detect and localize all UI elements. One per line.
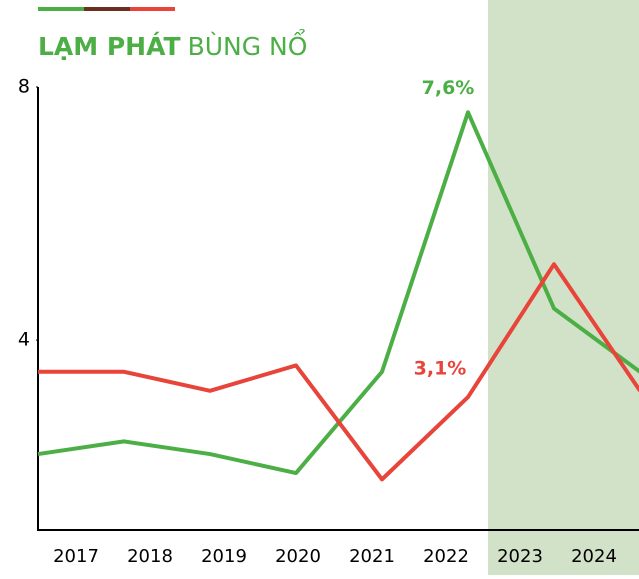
y-tick-label: 4 <box>18 329 30 351</box>
value-label: 3,1% <box>414 358 467 380</box>
x-tick-label: 2024 <box>571 546 617 567</box>
x-tick-label: 2018 <box>127 546 173 567</box>
x-tick-label: 2023 <box>497 546 543 567</box>
x-tick-label: 2022 <box>423 546 469 567</box>
x-tick-label: 2017 <box>53 546 99 567</box>
series-line <box>38 262 639 482</box>
deco-bar <box>38 7 84 11</box>
chart-title: LẠM PHÁT BÙNG NỔ <box>38 28 307 61</box>
y-tick-label: 8 <box>18 76 30 98</box>
title-bold: LẠM PHÁT <box>38 32 181 61</box>
value-label: 7,6% <box>422 77 475 99</box>
x-tick-label: 2020 <box>275 546 321 567</box>
x-tick-label: 2021 <box>349 546 395 567</box>
title-regular: BÙNG NỔ <box>188 28 308 61</box>
forecast-band <box>488 0 639 575</box>
x-tick-label: 2019 <box>201 546 247 567</box>
deco-bar <box>130 7 175 11</box>
deco-bar <box>84 7 130 11</box>
